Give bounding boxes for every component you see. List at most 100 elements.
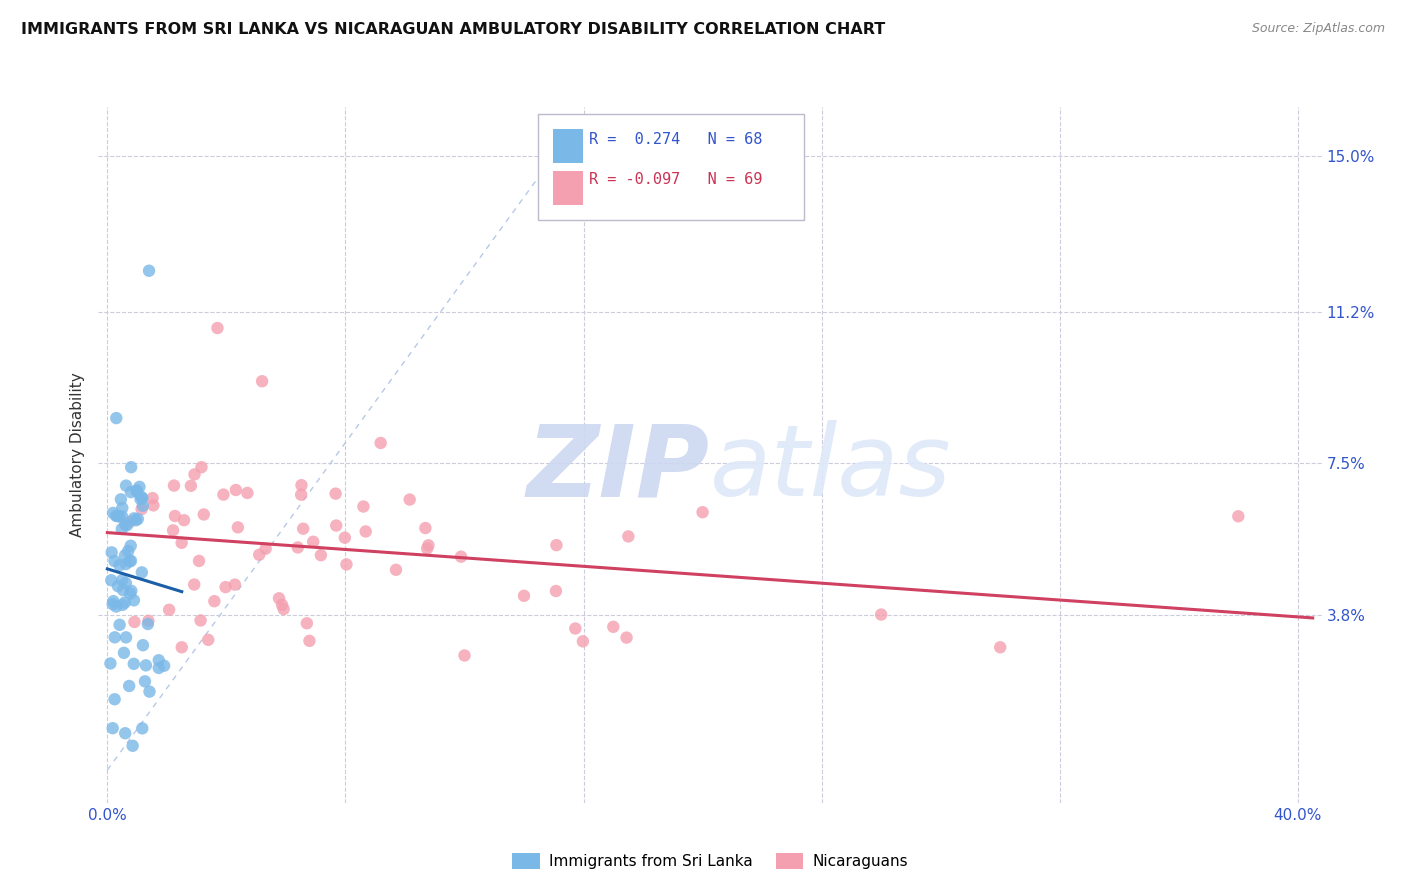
- Point: [131, 722, 153, 736]
- Point: [197, 632, 219, 647]
- Point: [564, 622, 586, 636]
- Point: [247, 548, 270, 562]
- Point: [122, 511, 145, 525]
- Point: [120, 485, 142, 500]
- Point: [138, 264, 160, 278]
- Point: [148, 661, 170, 675]
- Point: [132, 638, 155, 652]
- Point: [121, 739, 143, 753]
- Point: [103, 594, 125, 608]
- Point: [236, 486, 259, 500]
- Point: [104, 508, 127, 523]
- Point: [114, 576, 136, 591]
- Point: [114, 726, 136, 740]
- Point: [295, 616, 318, 631]
- Point: [162, 524, 184, 538]
- Point: [111, 573, 134, 587]
- Point: [115, 518, 138, 533]
- Point: [105, 599, 128, 614]
- Point: [101, 597, 124, 611]
- Point: [108, 617, 131, 632]
- Point: [142, 499, 165, 513]
- Point: [415, 521, 437, 535]
- Point: [572, 634, 595, 648]
- Point: [118, 515, 141, 529]
- Point: [114, 517, 136, 532]
- Point: [105, 411, 128, 425]
- Text: Source: ZipAtlas.com: Source: ZipAtlas.com: [1251, 22, 1385, 36]
- Point: [190, 614, 212, 628]
- Point: [385, 563, 408, 577]
- Point: [142, 491, 165, 505]
- Point: [108, 509, 131, 524]
- Text: R = -0.097   N = 69: R = -0.097 N = 69: [589, 172, 762, 187]
- Point: [114, 549, 136, 563]
- Point: [180, 479, 202, 493]
- Point: [616, 631, 638, 645]
- Point: [226, 520, 249, 534]
- Point: [105, 509, 128, 524]
- Point: [108, 558, 131, 573]
- Point: [290, 478, 312, 492]
- Point: [101, 721, 124, 735]
- Point: [101, 506, 124, 520]
- Point: [114, 595, 136, 609]
- Point: [115, 478, 138, 492]
- Point: [129, 492, 152, 507]
- Point: [112, 646, 135, 660]
- Text: ZIP: ZIP: [527, 420, 710, 517]
- Point: [135, 658, 157, 673]
- Point: [546, 538, 568, 552]
- Point: [302, 534, 325, 549]
- Point: [325, 486, 347, 500]
- Point: [157, 603, 180, 617]
- Point: [254, 541, 277, 556]
- Point: [125, 513, 148, 527]
- Point: [602, 620, 624, 634]
- Point: [131, 490, 153, 504]
- Point: [333, 531, 356, 545]
- Point: [173, 513, 195, 527]
- Point: [273, 602, 295, 616]
- Point: [692, 505, 714, 519]
- Point: [131, 502, 153, 516]
- Point: [138, 684, 160, 698]
- Point: [370, 436, 392, 450]
- Point: [120, 583, 142, 598]
- Point: [250, 374, 273, 388]
- Text: atlas: atlas: [710, 420, 952, 517]
- Point: [111, 598, 134, 612]
- Point: [134, 674, 156, 689]
- Point: [111, 509, 134, 524]
- Point: [127, 512, 149, 526]
- Point: [115, 557, 138, 571]
- Point: [112, 583, 135, 598]
- Point: [988, 640, 1011, 655]
- Point: [214, 580, 236, 594]
- Point: [153, 658, 176, 673]
- Point: [118, 679, 141, 693]
- Point: [120, 539, 142, 553]
- Point: [292, 522, 315, 536]
- Point: [271, 598, 294, 612]
- Point: [100, 657, 122, 671]
- Point: [416, 541, 439, 556]
- Point: [267, 591, 290, 606]
- Point: [100, 574, 122, 588]
- Point: [131, 566, 153, 580]
- Point: [453, 648, 475, 663]
- Point: [111, 522, 134, 536]
- Point: [398, 492, 420, 507]
- Point: [309, 548, 332, 562]
- Point: [298, 633, 321, 648]
- Point: [183, 467, 205, 482]
- Point: [193, 508, 215, 522]
- Point: [111, 500, 134, 515]
- Point: [163, 478, 186, 492]
- Point: [212, 487, 235, 501]
- Point: [544, 584, 567, 599]
- Point: [225, 483, 247, 497]
- Point: [104, 631, 127, 645]
- Point: [117, 544, 139, 558]
- Point: [122, 657, 145, 671]
